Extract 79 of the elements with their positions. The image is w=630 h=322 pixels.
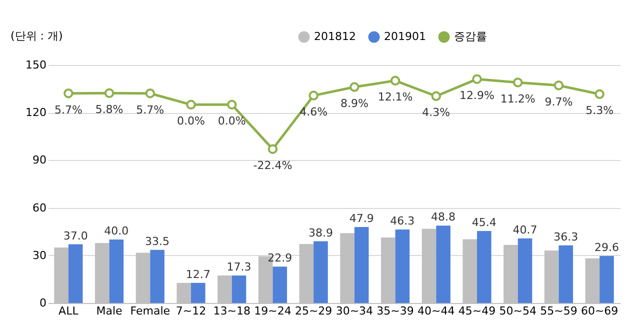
bar [272, 266, 288, 303]
data-label: 5.7% [136, 103, 164, 116]
bar [150, 250, 164, 303]
data-label: 9.7% [544, 95, 573, 108]
data-label: 22.9 [268, 252, 292, 265]
bar [232, 276, 246, 303]
x-tick-label: 13~18 [213, 304, 250, 318]
legend-label: 증감률 [454, 30, 487, 43]
bar [477, 230, 492, 303]
data-label: 12.1% [378, 90, 413, 104]
point [350, 82, 360, 92]
data-label: 46.3 [390, 214, 415, 228]
point [472, 74, 482, 84]
x-tick-label: 45~49 [458, 304, 496, 318]
legend-label: 201901 [384, 30, 426, 43]
legend-label: 201812 [314, 30, 356, 43]
data-label: 0.0% [177, 114, 205, 128]
y-tick-label: 0 [40, 296, 46, 310]
data-label: 37.0 [63, 229, 88, 242]
data-label: 0.0% [218, 114, 246, 128]
data-label: 48.8 [431, 210, 456, 224]
point [308, 90, 318, 100]
data-label: 36.3 [554, 230, 578, 244]
data-label: 47.9 [349, 212, 374, 225]
point [186, 100, 196, 110]
data-label: 29.6 [594, 241, 619, 254]
data-label: 40.7 [512, 223, 538, 236]
x-tick-label: 60~69 [580, 304, 618, 318]
y-tick-label: 60 [32, 201, 46, 214]
bar [558, 245, 574, 303]
bar [354, 227, 369, 303]
point [226, 100, 237, 110]
x-tick-label: Male [96, 304, 123, 318]
point [431, 91, 442, 102]
x-tick-label: 55~59 [540, 304, 578, 318]
bar [518, 238, 532, 303]
y-axis-title: (단위 : 개) [10, 30, 63, 42]
data-label: 8.9% [340, 97, 368, 110]
x-tick-label: 19~24 [254, 304, 292, 318]
bar [68, 244, 83, 303]
data-label: 5.8% [95, 103, 124, 116]
x-tick-label: ALL [58, 304, 80, 318]
point [145, 88, 156, 98]
x-tick-label: 40~44 [418, 304, 455, 318]
point [64, 88, 74, 98]
y-tick-label: 90 [32, 154, 46, 167]
bar [600, 256, 614, 303]
data-label: 38.9 [308, 226, 333, 240]
point [594, 89, 604, 100]
x-tick-label: 25~29 [294, 304, 332, 318]
x-tick-label: 30~34 [336, 304, 374, 318]
data-label: 12.9% [460, 89, 494, 102]
point [104, 88, 114, 98]
data-label: 12.7 [186, 268, 210, 281]
point [268, 144, 278, 154]
data-label: 11.2% [500, 92, 536, 106]
bar [395, 230, 410, 303]
data-label: 33.5 [145, 234, 170, 248]
bar [314, 241, 328, 303]
y-tick-label: 30 [32, 248, 46, 262]
x-tick-label: 50~54 [499, 304, 536, 318]
data-label: 5.3% [586, 104, 614, 118]
point [390, 76, 400, 86]
bar [191, 282, 206, 303]
bar [109, 240, 124, 303]
data-label: 45.4 [472, 216, 496, 229]
x-tick-label: 35~39 [376, 304, 414, 318]
data-label: 17.3 [226, 260, 252, 274]
point [512, 78, 523, 88]
data-label: -22.4% [253, 159, 292, 172]
bar [436, 226, 450, 303]
y-tick-label: 150 [26, 58, 46, 72]
data-label: 4.3% [422, 106, 450, 120]
x-tick-label: Female [130, 304, 170, 318]
point [554, 80, 564, 90]
data-label: 5.7% [54, 103, 82, 116]
x-tick-label: 7~12 [176, 304, 206, 318]
data-label: 40.0 [104, 224, 129, 238]
y-tick-label: 120 [26, 106, 46, 120]
